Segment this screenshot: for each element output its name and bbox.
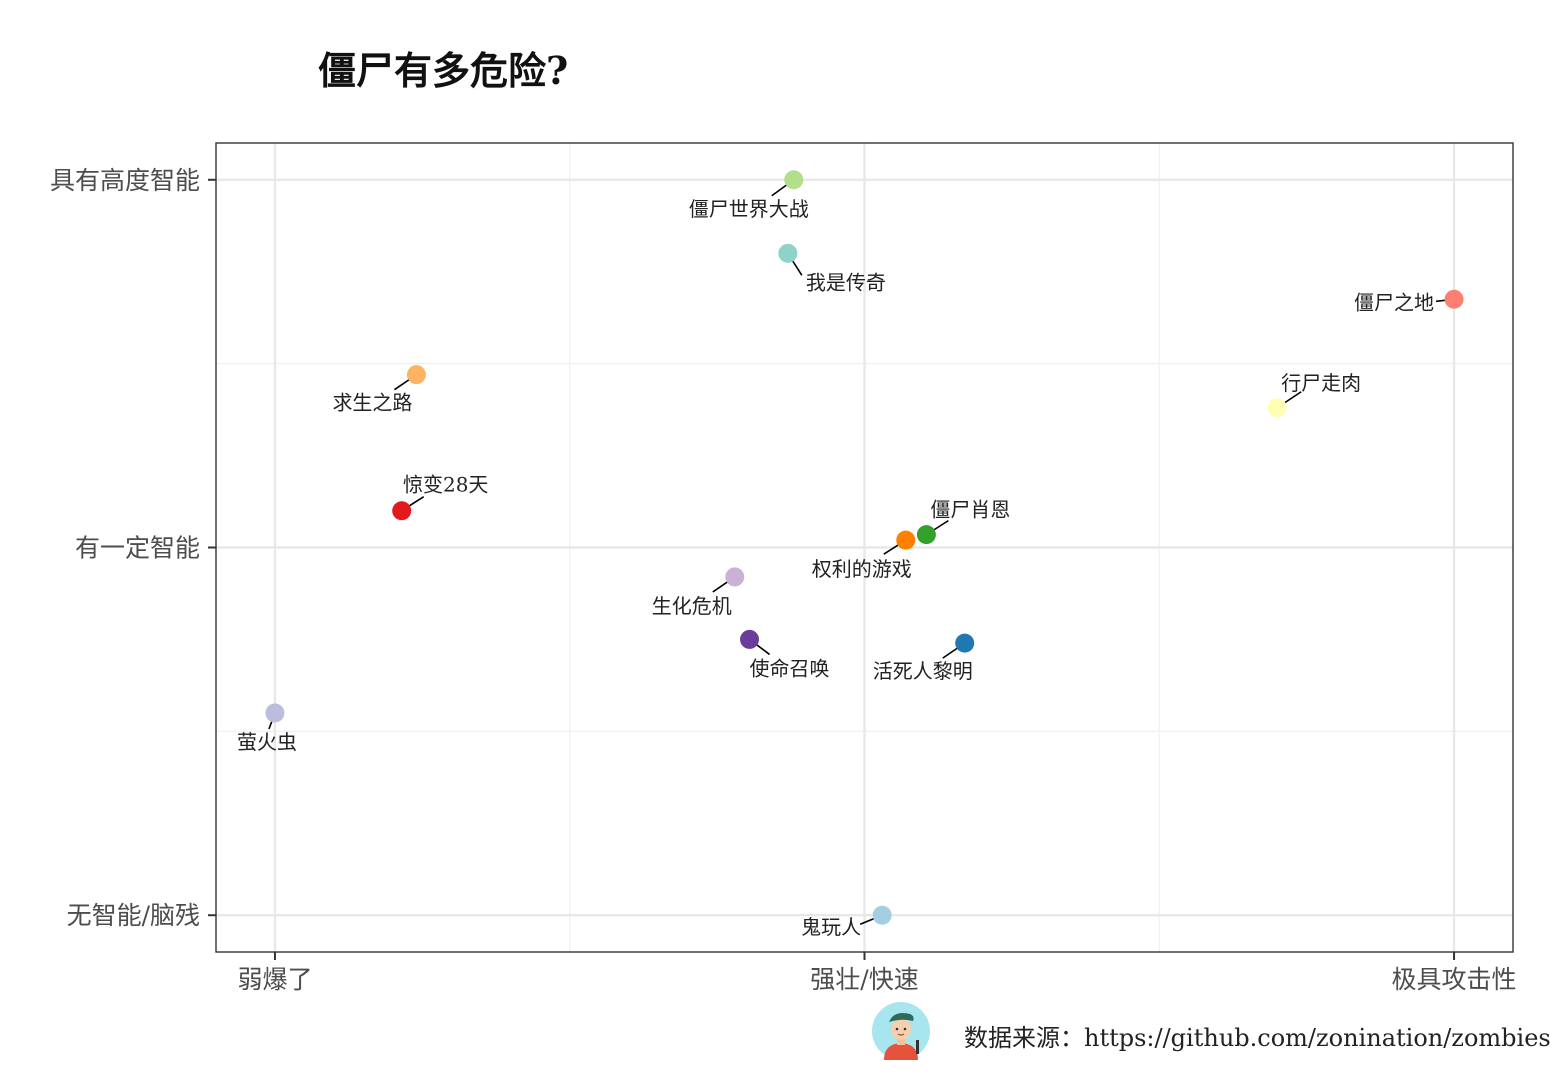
- data-point: [784, 170, 804, 190]
- y-tick-label: 有一定智能: [75, 534, 200, 563]
- data-point: [406, 365, 426, 385]
- data-point: [1267, 398, 1287, 418]
- data-point: [778, 243, 798, 263]
- data-point: [725, 567, 745, 587]
- point-label: 生化危机: [652, 594, 732, 618]
- point-label: 僵尸之地: [1354, 290, 1434, 314]
- chart-title: 僵尸有多危险?: [318, 48, 569, 93]
- point-label: 活死人黎明: [873, 659, 973, 683]
- y-tick-label: 具有高度智能: [50, 166, 200, 195]
- data-point: [740, 629, 760, 649]
- point-label: 鬼玩人: [801, 915, 861, 939]
- x-tick-label: 强壮/快速: [810, 965, 918, 994]
- point-label: 我是传奇: [806, 270, 886, 294]
- data-point: [896, 530, 916, 550]
- x-tick-label: 弱爆了: [237, 965, 312, 994]
- point-label: 僵尸肖恩: [930, 498, 1010, 522]
- data-point: [916, 525, 936, 545]
- point-label: 僵尸世界大战: [689, 197, 809, 221]
- avatar-icon: [872, 1002, 930, 1060]
- data-point: [265, 703, 285, 723]
- footer: 数据来源：https://github.com/zonination/zombi…: [872, 1002, 1550, 1062]
- point-label: 使命召唤: [750, 656, 830, 680]
- data-source-text: 数据来源：https://github.com/zonination/zombi…: [964, 1024, 1550, 1052]
- point-label: 惊变28天: [403, 473, 488, 497]
- data-point: [392, 501, 412, 521]
- y-tick-label: 无智能/脑残: [67, 901, 200, 930]
- data-point: [872, 905, 892, 925]
- point-label: 萤火虫: [237, 730, 297, 754]
- point-label: 权利的游戏: [812, 557, 912, 581]
- x-tick-label: 极具攻击性: [1392, 965, 1517, 994]
- data-point: [955, 633, 975, 653]
- point-label: 求生之路: [332, 391, 412, 415]
- point-label: 行尸走肉: [1281, 371, 1361, 395]
- data-point: [1444, 289, 1464, 309]
